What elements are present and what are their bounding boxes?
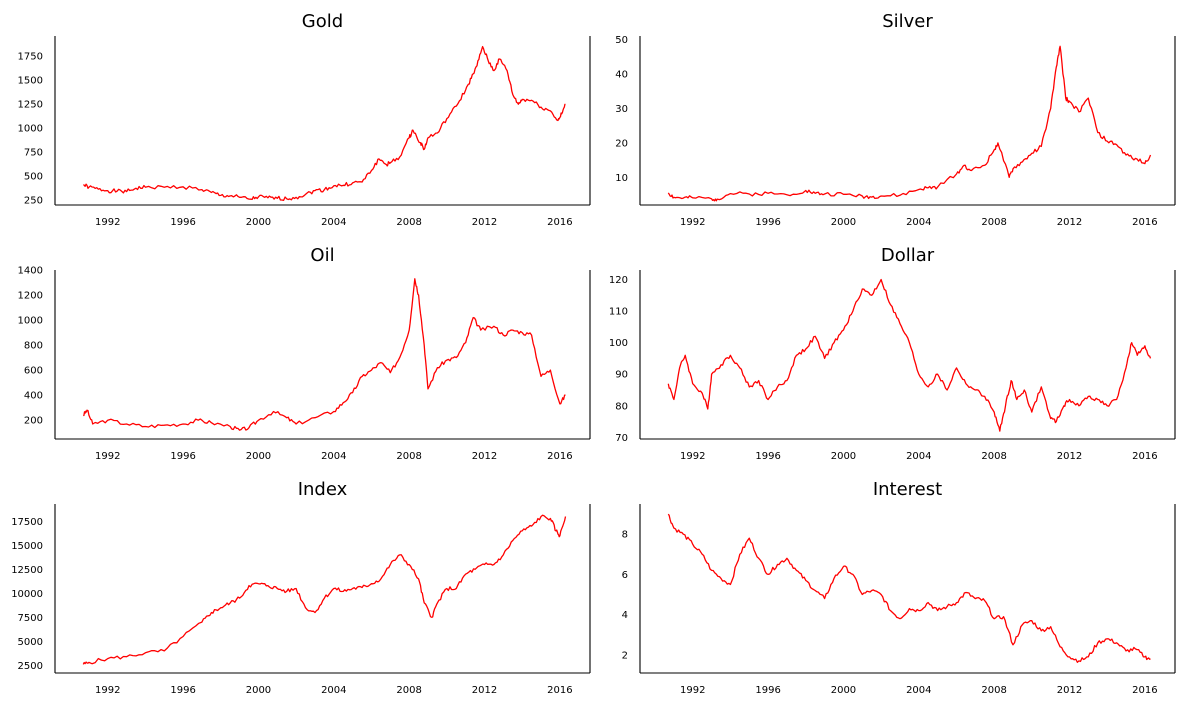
silver-y-tick-label: 50 [615,35,628,46]
gold-x-tick-label: 1996 [170,217,195,228]
dollar-y-tick-label: 80 [615,401,628,412]
index-y-tick-label: 17500 [11,517,43,528]
silver-x-tick-label: 2016 [1132,217,1157,228]
silver-x-tick-label: 2000 [831,217,856,228]
interest-x-tick-label: 2016 [1132,685,1157,696]
index-panel: Index 1992 1996 2000 2004 2008 2012 2016 2500 500… [11,479,591,696]
silver-y-tick-label: 20 [615,138,628,149]
interest-title: Interest [873,479,942,500]
oil-panel: Oil 1992 1996 2000 2004 2008 2012 2016 200 400 600… [18,245,591,462]
dollar-x-tick-label: 2000 [831,451,856,462]
silver-y-tick-label: 10 [615,173,628,184]
interest-panel: Interest 1992 1996 2000 2004 2008 2012 2016 2 4 6 8 [622,479,1176,696]
interest-y-tick-label: 8 [622,530,628,541]
gold-title: Gold [302,11,343,32]
silver-panel: Silver 1992 1996 2000 2004 2008 2012 2016 10 20 30… [615,11,1176,228]
dollar-x-tick-label: 2012 [1057,451,1082,462]
index-x-tick-label: 2004 [321,685,346,696]
dollar-y-tick-label: 90 [615,370,628,381]
interest-x-tick-label: 2012 [1057,685,1082,696]
dollar-y-tick-label: 110 [609,307,628,318]
gold-x-tick-label: 2016 [547,217,572,228]
oil-x-tick-label: 2016 [547,451,572,462]
index-y-tick-label: 15000 [11,541,43,552]
silver-x-tick-label: 1996 [755,217,780,228]
silver-x-tick-label: 2004 [906,217,931,228]
interest-x-tick-label: 1992 [680,685,705,696]
oil-x-tick-label: 2012 [472,451,497,462]
dollar-x-tick-label: 2016 [1132,451,1157,462]
dollar-x-tick-label: 2004 [906,451,931,462]
index-x-tick-label: 2008 [396,685,421,696]
index-y-tick-label: 12500 [11,565,43,576]
interest-y-tick-label: 2 [622,650,628,661]
gold-series-line [83,45,566,202]
oil-series-line [83,278,566,431]
oil-y-tick-label: 400 [24,391,43,402]
interest-y-tick-label: 6 [622,570,628,581]
silver-series-line [667,45,1152,202]
interest-x-tick-label: 1996 [755,685,780,696]
interest-y-tick-label: 4 [622,610,628,621]
oil-y-tick-label: 1400 [18,266,43,277]
silver-x-tick-label: 1992 [680,217,705,228]
dollar-title: Dollar [881,245,935,266]
index-title: Index [298,479,348,500]
index-x-tick-label: 2016 [547,685,572,696]
dollar-x-tick-label: 2008 [981,451,1006,462]
dollar-series-line [667,278,1152,432]
gold-x-tick-label: 2004 [321,217,346,228]
gold-y-tick-label: 1250 [18,100,43,111]
dollar-panel: Dollar 1992 1996 2000 2004 2008 2012 2016 70 80 90… [609,245,1176,462]
index-x-tick-label: 2012 [472,685,497,696]
gold-y-tick-label: 500 [24,172,43,183]
silver-x-tick-label: 2008 [981,217,1006,228]
dollar-y-tick-label: 100 [609,338,628,349]
gold-y-tick-label: 250 [24,196,43,207]
oil-y-tick-label: 200 [24,416,43,427]
oil-y-tick-label: 1000 [18,316,43,327]
oil-y-tick-label: 800 [24,341,43,352]
gold-y-tick-label: 1000 [18,124,43,135]
index-y-tick-label: 5000 [18,637,43,648]
gold-x-tick-label: 2008 [396,217,421,228]
silver-x-tick-label: 2012 [1057,217,1082,228]
index-series-line [82,514,567,665]
oil-title: Oil [310,245,334,266]
silver-y-tick-label: 30 [615,104,628,115]
interest-x-tick-label: 2008 [981,685,1006,696]
gold-y-tick-label: 1500 [18,76,43,87]
dollar-y-tick-label: 70 [615,433,628,444]
gold-y-tick-label: 1750 [18,52,43,63]
interest-x-tick-label: 2004 [906,685,931,696]
oil-y-tick-label: 1200 [18,291,43,302]
gold-x-tick-label: 2000 [246,217,271,228]
oil-x-tick-label: 1996 [170,451,195,462]
gold-y-tick-label: 750 [24,148,43,159]
index-y-tick-label: 10000 [11,589,43,600]
gold-x-tick-label: 2012 [472,217,497,228]
silver-title: Silver [882,11,933,32]
index-y-tick-label: 7500 [18,613,43,624]
interest-series-line [667,513,1151,663]
oil-y-tick-label: 600 [24,366,43,377]
index-x-tick-label: 1992 [95,685,120,696]
dollar-y-tick-label: 120 [609,275,628,286]
dollar-x-tick-label: 1996 [755,451,780,462]
oil-x-tick-label: 1992 [95,451,120,462]
dollar-x-tick-label: 1992 [680,451,705,462]
index-x-tick-label: 2000 [246,685,271,696]
gold-panel: Gold 1992 1996 2000 2004 2008 2012 2016 250 500 75… [18,11,591,228]
gold-x-tick-label: 1992 [95,217,120,228]
oil-x-tick-label: 2000 [246,451,271,462]
silver-y-tick-label: 40 [615,69,628,80]
oil-x-tick-label: 2004 [321,451,346,462]
index-y-tick-label: 2500 [18,661,43,672]
oil-x-tick-label: 2008 [396,451,421,462]
interest-x-tick-label: 2000 [831,685,856,696]
index-x-tick-label: 1996 [170,685,195,696]
